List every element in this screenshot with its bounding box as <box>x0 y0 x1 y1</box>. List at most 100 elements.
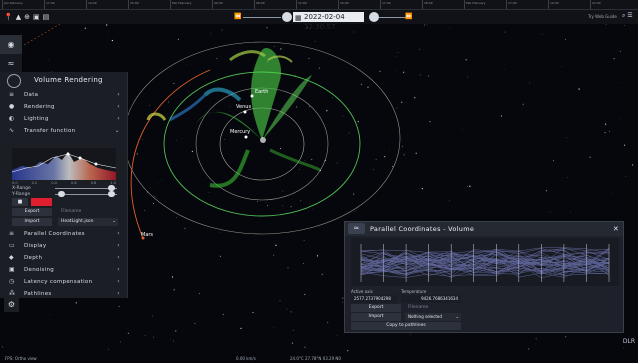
pc-filename-input[interactable]: Filename <box>408 305 429 310</box>
compass-icon[interactable]: ⊕ <box>24 13 30 21</box>
star <box>296 106 298 108</box>
mars-marker[interactable] <box>141 236 145 240</box>
section-depth[interactable]: ◆ Depth ‹ <box>0 252 127 264</box>
y-range-handle-right[interactable] <box>108 191 115 197</box>
settings-gear-icon[interactable]: ⚙ <box>4 298 19 312</box>
star <box>84 27 86 29</box>
star <box>275 244 277 246</box>
pin-icon[interactable]: ◉ <box>0 35 22 54</box>
star <box>326 110 328 112</box>
wave-icon: ≈ <box>348 223 365 234</box>
section-lighting[interactable]: ◐ Lighting ‹ <box>0 113 127 125</box>
star <box>266 205 269 207</box>
star <box>266 27 268 29</box>
star <box>403 154 405 156</box>
star <box>500 115 502 117</box>
star <box>465 59 467 61</box>
earth-marker[interactable] <box>250 94 254 98</box>
star <box>564 39 566 41</box>
star <box>567 177 569 178</box>
pc-file-select[interactable]: Nothing selected ⌄ <box>405 313 461 321</box>
timeline-scale[interactable]: Jan February 17:00 19:00 20:00 Feb February 0… <box>0 0 638 10</box>
section-data[interactable]: ≡ Data ‹ <box>0 89 127 101</box>
rewind-icon[interactable]: ⏪ <box>234 13 242 20</box>
star <box>173 82 175 85</box>
star <box>48 59 49 61</box>
datetime-field[interactable]: ▦ 2022-02-04 12:30:57 <box>293 12 364 31</box>
pin-icon[interactable]: 📍 <box>4 13 13 21</box>
star <box>332 97 334 99</box>
pc-polyline <box>360 249 610 268</box>
venus-marker[interactable] <box>243 110 247 114</box>
time-slider-knob[interactable] <box>369 12 379 22</box>
parallel-coordinates-window: ≈ Parallel Coordinates - Volume ✕ Active… <box>344 221 624 333</box>
venus-label: Venus <box>236 104 251 110</box>
camera-icon[interactable]: ▣ <box>32 13 40 21</box>
time-slider-track[interactable] <box>379 17 411 18</box>
chevron-left-icon: ‹ <box>117 115 120 122</box>
star <box>504 31 506 33</box>
star <box>194 322 196 325</box>
star <box>541 34 543 35</box>
web-guide-link[interactable]: Try Web Guide <box>588 14 617 19</box>
section-latency-compensation[interactable]: ◷ Latency compensation ‹ <box>0 276 127 288</box>
star <box>401 101 403 103</box>
star <box>402 71 405 73</box>
x-range-slider[interactable] <box>55 188 117 189</box>
mountain-icon[interactable]: ▲ <box>15 13 22 21</box>
temperature-value[interactable]: 9426.7686341634 <box>401 295 461 303</box>
active-axis-value[interactable]: 2577.2737904298 <box>351 295 397 303</box>
fast-forward-icon[interactable]: ⏩ <box>405 13 413 20</box>
chevron-left-icon: ‹ <box>117 91 120 98</box>
star <box>303 240 305 241</box>
section-rendering[interactable]: ● Rendering ‹ <box>0 101 127 113</box>
star <box>273 327 275 329</box>
y-range-label: Y-Range <box>12 192 31 197</box>
layers-icon[interactable]: ▤ <box>42 13 50 21</box>
mars-label: Mars <box>141 232 153 238</box>
mercury-marker[interactable] <box>244 135 248 139</box>
section-parallel-coordinates[interactable]: ≡ Parallel Coordinates ‹ <box>0 228 127 240</box>
star <box>604 123 607 125</box>
timeline-scale-label: 17:00 <box>508 1 517 5</box>
pc-polyline <box>360 247 610 265</box>
pc-export-button[interactable]: Export <box>351 304 401 312</box>
tf-axis: 0.0 0.2 0.4 0.6 0.8 1.0 <box>12 181 116 185</box>
reset-button[interactable] <box>31 198 52 206</box>
lock-toggle[interactable]: ■ <box>12 198 28 206</box>
star <box>545 190 548 192</box>
star <box>418 48 420 50</box>
star <box>360 83 363 86</box>
copy-to-pathlines-button[interactable]: Copy to pathlines <box>351 322 461 330</box>
star <box>106 24 108 26</box>
wave-icon[interactable]: ≈ <box>7 59 15 68</box>
pc-title: Parallel Coordinates - Volume <box>370 225 475 233</box>
speed-slider-track[interactable] <box>243 17 281 18</box>
search-icon[interactable]: ⌕ ☰ <box>622 12 633 19</box>
close-icon[interactable]: ✕ <box>612 225 619 233</box>
chevron-left-icon: ‹ <box>117 290 120 297</box>
pc-import-button[interactable]: Import <box>351 313 401 321</box>
filename-input[interactable]: Filename <box>61 209 82 214</box>
star <box>625 176 627 177</box>
star <box>342 302 343 303</box>
section-denoising[interactable]: ▣ Denoising ‹ <box>0 264 127 276</box>
file-select[interactable]: HeatLight.json ⌄ <box>58 218 118 226</box>
y-range-handle-left[interactable] <box>58 191 65 197</box>
section-display[interactable]: ▭ Display ‹ <box>0 240 127 252</box>
y-range-slider[interactable] <box>55 194 117 195</box>
curve-icon: ∿ <box>9 127 15 134</box>
section-transfer-function[interactable]: ∿ Transfer function ⌄ <box>0 125 127 137</box>
import-button[interactable]: Import <box>12 218 52 226</box>
star <box>426 24 428 26</box>
export-button[interactable]: Export <box>12 208 52 216</box>
star <box>157 272 158 274</box>
timeline-tick <box>422 0 423 9</box>
speed-slider-knob[interactable] <box>282 12 292 22</box>
x-range-handle-right[interactable] <box>108 185 115 191</box>
section-pathlines[interactable]: ⁂ Pathlines ‹ <box>0 288 127 300</box>
pc-title-bar[interactable]: ≈ Parallel Coordinates - Volume ✕ <box>345 222 623 236</box>
parallel-coordinates-plot[interactable] <box>351 238 619 286</box>
transfer-function-editor[interactable] <box>12 148 116 180</box>
